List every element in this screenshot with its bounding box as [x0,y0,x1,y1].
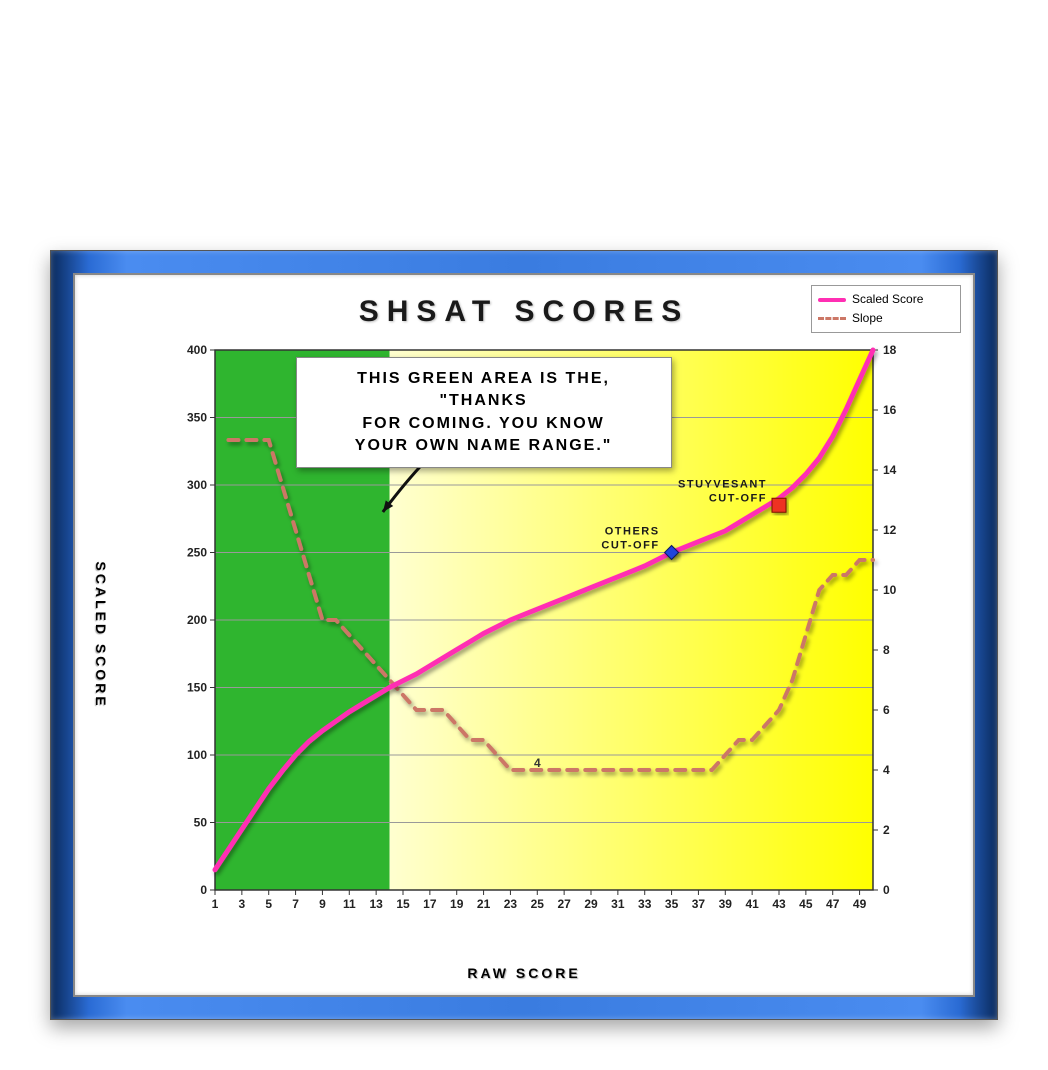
svg-text:400: 400 [187,345,207,357]
callout-line-2: for coming. You know [311,413,657,435]
svg-text:3: 3 [239,897,246,911]
svg-text:29: 29 [584,897,598,911]
svg-text:6: 6 [883,703,890,717]
svg-text:18: 18 [883,345,897,357]
svg-text:33: 33 [638,897,652,911]
svg-text:49: 49 [853,897,867,911]
callout-line-1: This green area is the, "Thanks [311,368,657,413]
svg-text:cut-off: cut-off [601,540,659,552]
svg-text:Stuyvesant: Stuyvesant [678,478,767,490]
svg-text:8: 8 [883,643,890,657]
svg-text:45: 45 [799,897,813,911]
svg-text:10: 10 [883,583,897,597]
svg-text:11: 11 [343,897,356,911]
svg-text:9: 9 [319,897,326,911]
legend-row-scaled: Scaled Score [818,290,954,309]
plot-area: 1357911131517192123252729313335373941434… [165,345,913,925]
svg-text:350: 350 [187,411,207,425]
svg-text:16: 16 [883,403,897,417]
legend-row-slope: Slope [818,309,954,328]
svg-text:13: 13 [369,897,383,911]
svg-text:15: 15 [396,897,410,911]
svg-text:50: 50 [194,816,208,830]
svg-text:39: 39 [719,897,733,911]
svg-text:12: 12 [883,523,897,537]
svg-text:27: 27 [557,897,571,911]
svg-text:100: 100 [187,748,207,762]
legend-label-scaled: Scaled Score [852,290,923,309]
svg-text:cut-off: cut-off [709,492,767,504]
svg-text:0: 0 [883,883,890,897]
svg-text:21: 21 [477,897,491,911]
svg-text:17: 17 [423,897,437,911]
svg-text:5: 5 [265,897,272,911]
svg-text:14: 14 [883,463,897,477]
legend-swatch-slope [818,317,846,320]
svg-text:4: 4 [883,763,890,777]
svg-text:250: 250 [187,546,207,560]
legend-label-slope: Slope [852,309,883,328]
svg-text:4: 4 [534,756,541,770]
svg-text:35: 35 [665,897,679,911]
svg-text:41: 41 [745,897,759,911]
callout-line-3: your own name range." [311,435,657,457]
svg-text:0: 0 [200,883,207,897]
legend: Scaled Score Slope [811,285,961,333]
svg-text:2: 2 [883,823,890,837]
svg-text:150: 150 [187,681,207,695]
svg-text:19: 19 [450,897,464,911]
y-axis-title: Scaled Score [93,561,109,708]
svg-text:31: 31 [611,897,625,911]
svg-text:25: 25 [531,897,545,911]
svg-text:1: 1 [212,897,219,911]
svg-text:7: 7 [292,897,299,911]
svg-text:37: 37 [692,897,706,911]
legend-swatch-scaled [818,298,846,302]
x-axis-title: Raw Score [75,965,973,981]
svg-text:43: 43 [772,897,786,911]
chart-inner-frame: SHSAT SCORES Scaled Score Slope Scaled S… [73,273,975,997]
svg-text:200: 200 [187,613,207,627]
chart-outer-frame: SHSAT SCORES Scaled Score Slope Scaled S… [50,250,998,1020]
svg-text:47: 47 [826,897,840,911]
svg-text:23: 23 [504,897,518,911]
callout-box: This green area is the, "Thanks for comi… [296,357,672,469]
svg-text:Others: Others [605,526,660,538]
svg-text:300: 300 [187,478,207,492]
